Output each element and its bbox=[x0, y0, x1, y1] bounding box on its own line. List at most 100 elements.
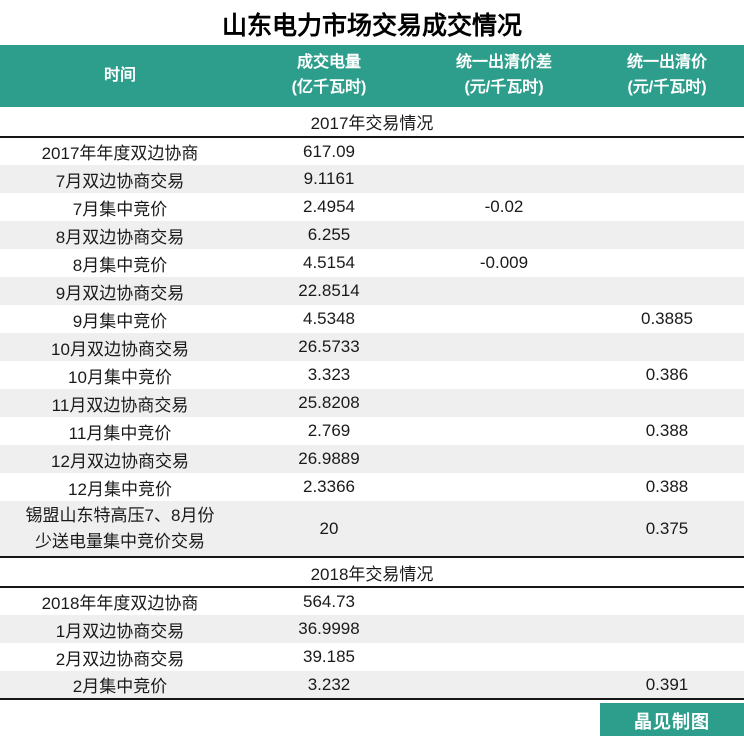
cell-price bbox=[590, 587, 744, 615]
cell-price: 0.386 bbox=[645, 365, 689, 384]
page-title: 山东电力市场交易成交情况 bbox=[221, 12, 522, 40]
cell-price-diff bbox=[418, 277, 590, 305]
cell-price bbox=[590, 389, 744, 417]
cell-price-diff bbox=[418, 137, 590, 165]
cell-time: 1月双边协商交易 bbox=[55, 621, 185, 641]
col-header-time: 时间 bbox=[0, 45, 240, 107]
cell-time: 2月集中竞价 bbox=[72, 677, 168, 696]
cell-price-diff bbox=[418, 221, 590, 249]
cell-price-diff bbox=[418, 473, 590, 501]
cell-volume: 22.8514 bbox=[298, 281, 360, 300]
table-row: 12月集中竞价 2.3366 0.388 bbox=[0, 473, 744, 501]
cell-time: 10月集中竞价 bbox=[68, 367, 172, 387]
cell-price-diff bbox=[418, 501, 590, 557]
cell-price-diff bbox=[418, 417, 590, 445]
cell-price-diff bbox=[418, 361, 590, 389]
col-header-price-label: 统一出清价 bbox=[626, 54, 707, 72]
trading-table: 时间 成交电量 (亿千瓦时) 统一出清价差 (元/千瓦时) 统一出清价 (元/千… bbox=[0, 45, 744, 700]
cell-time: 2017年年度双边协商 bbox=[41, 144, 199, 163]
table-row: 10月双边协商交易 26.5733 bbox=[0, 333, 744, 361]
col-header-volume-unit: (亿千瓦时) bbox=[291, 79, 367, 96]
cell-price bbox=[590, 249, 744, 277]
table-row: 11月集中竞价 2.769 0.388 bbox=[0, 417, 744, 445]
cell-volume: 39.185 bbox=[303, 647, 355, 666]
table-row: 锡盟山东特高压7、8月份 少送电量集中竞价交易 20 0.375 bbox=[0, 501, 744, 557]
col-header-time-label: 时间 bbox=[103, 66, 136, 84]
header-row: 时间 成交电量 (亿千瓦时) 统一出清价差 (元/千瓦时) 统一出清价 (元/千… bbox=[0, 45, 744, 107]
section-header-row: 2018年交易情况 bbox=[0, 556, 744, 588]
cell-volume: 2.3366 bbox=[303, 477, 355, 496]
section-label: 2017年交易情况 bbox=[0, 107, 744, 138]
cell-time: 9月集中竞价 bbox=[72, 311, 168, 331]
section-label: 2018年交易情况 bbox=[0, 556, 744, 588]
cell-price: 0.375 bbox=[645, 518, 689, 538]
cell-time: 9月双边协商交易 bbox=[55, 283, 185, 303]
cell-volume: 25.8208 bbox=[298, 393, 360, 412]
table-row: 1月双边协商交易 36.9998 bbox=[0, 615, 744, 643]
table-row: 10月集中竞价 3.323 0.386 bbox=[0, 361, 744, 389]
cell-time-line: 锡盟山东特高压7、8月份 bbox=[25, 506, 215, 525]
cell-volume: 20 bbox=[319, 518, 339, 538]
cell-volume: 2.769 bbox=[307, 421, 351, 440]
cell-price bbox=[590, 165, 744, 193]
cell-price bbox=[590, 643, 744, 671]
col-header-price-diff-label: 统一出清价差 bbox=[455, 54, 552, 72]
cell-price-diff bbox=[418, 643, 590, 671]
cell-time: 7月集中竞价 bbox=[72, 199, 168, 219]
cell-time: 8月双边协商交易 bbox=[55, 227, 185, 247]
cell-price-diff: -0.02 bbox=[484, 197, 524, 216]
cell-volume: 3.232 bbox=[307, 674, 351, 694]
cell-volume: 617.09 bbox=[303, 141, 355, 161]
col-header-price-diff-unit: (元/千瓦时) bbox=[464, 79, 544, 96]
cell-price bbox=[590, 277, 744, 305]
cell-price-diff bbox=[418, 671, 590, 699]
table-row: 2月双边协商交易 39.185 bbox=[0, 643, 744, 671]
cell-price: 0.388 bbox=[645, 421, 689, 440]
table-row: 7月双边协商交易 9.1161 bbox=[0, 165, 744, 193]
table-row: 8月集中竞价 4.5154 -0.009 bbox=[0, 249, 744, 277]
cell-time: 7月双边协商交易 bbox=[55, 171, 185, 191]
table-row: 11月双边协商交易 25.8208 bbox=[0, 389, 744, 417]
cell-time: 11月双边协商交易 bbox=[51, 395, 189, 415]
table-header: 时间 成交电量 (亿千瓦时) 统一出清价差 (元/千瓦时) 统一出清价 (元/千… bbox=[0, 45, 744, 107]
table-row: 8月双边协商交易 6.255 bbox=[0, 221, 744, 249]
cell-price-diff bbox=[418, 305, 590, 333]
cell-price-diff bbox=[418, 587, 590, 615]
table-row: 9月集中竞价 4.5348 0.3885 bbox=[0, 305, 744, 333]
cell-price bbox=[590, 333, 744, 361]
col-header-volume: 成交电量 (亿千瓦时) bbox=[240, 45, 418, 107]
col-header-volume-label: 成交电量 bbox=[296, 54, 361, 72]
cell-time: 12月双边协商交易 bbox=[51, 451, 189, 471]
cell-time: 锡盟山东特高压7、8月份 少送电量集中竞价交易 bbox=[0, 501, 240, 557]
cell-price: 0.3885 bbox=[641, 309, 693, 328]
cell-price-diff bbox=[418, 389, 590, 417]
cell-price-diff bbox=[418, 165, 590, 193]
table-row: 7月集中竞价 2.4954 -0.02 bbox=[0, 193, 744, 221]
cell-volume: 4.5348 bbox=[303, 309, 355, 328]
cell-price bbox=[590, 615, 744, 643]
cell-price-diff bbox=[418, 333, 590, 361]
credit-badge: 晶见制图 bbox=[600, 703, 744, 736]
col-header-price-unit: (元/千瓦时) bbox=[627, 79, 707, 96]
cell-time: 2018年年度双边协商 bbox=[41, 594, 199, 613]
cell-volume: 26.9889 bbox=[298, 449, 360, 468]
cell-volume: 26.5733 bbox=[298, 337, 360, 356]
cell-price bbox=[590, 193, 744, 221]
table-body: 2017年交易情况 2017年年度双边协商 617.09 7月双边协商交易 9.1161… bbox=[0, 107, 744, 699]
table-row: 2017年年度双边协商 617.09 bbox=[0, 137, 744, 165]
cell-price bbox=[590, 445, 744, 473]
infographic-page: 山东电力市场交易成交情况 时间 成交电量 (亿千瓦时) 统一出清价差 (元/千瓦… bbox=[0, 6, 744, 736]
cell-price: 0.388 bbox=[645, 477, 689, 496]
col-header-price: 统一出清价 (元/千瓦时) bbox=[590, 45, 744, 107]
table-row: 2月集中竞价 3.232 0.391 bbox=[0, 671, 744, 699]
cell-volume: 564.73 bbox=[303, 591, 355, 611]
cell-price-diff bbox=[418, 615, 590, 643]
cell-time: 2月双边协商交易 bbox=[55, 649, 185, 669]
table-row: 12月双边协商交易 26.9889 bbox=[0, 445, 744, 473]
cell-volume: 9.1161 bbox=[303, 169, 355, 188]
col-header-price-diff: 统一出清价差 (元/千瓦时) bbox=[418, 45, 590, 107]
cell-time: 12月集中竞价 bbox=[68, 479, 172, 499]
cell-time-line: 少送电量集中竞价交易 bbox=[35, 531, 205, 551]
cell-volume: 3.323 bbox=[307, 365, 351, 384]
cell-price: 0.391 bbox=[645, 674, 689, 694]
